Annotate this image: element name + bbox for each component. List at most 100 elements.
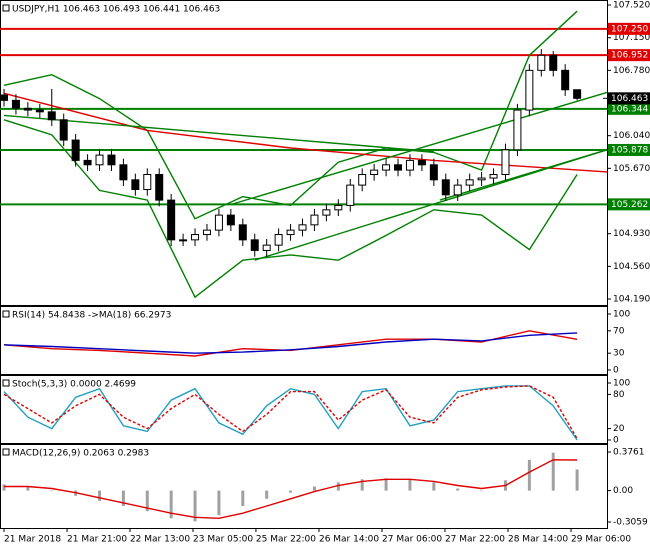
last-price-bg (608, 92, 650, 105)
candle-body (382, 164, 391, 171)
macd-bar (575, 469, 579, 491)
macd-bar (432, 482, 436, 491)
macd-bar (480, 490, 484, 492)
panel-frame (0, 306, 608, 375)
y-tick-label: 100 (613, 379, 630, 389)
title-icon (2, 4, 10, 12)
panel-frame (0, 0, 608, 306)
candle-body (262, 244, 271, 251)
y-tick-label: 104.190 (613, 295, 650, 305)
y-tick-label: 80 (613, 390, 625, 400)
level-label-bg (608, 102, 650, 115)
x-tick-label: 29 Mar 06:00 (571, 535, 631, 545)
macd-bar (551, 452, 555, 491)
candle-body (202, 229, 211, 236)
candle-body (405, 159, 414, 171)
candle-body (346, 184, 355, 206)
candle-body (274, 234, 283, 246)
level-label: 107.250 (611, 24, 648, 34)
panel-title: RSI(14) 54.8438 ->MA(18) 66.2973 (12, 311, 171, 321)
y-tick-label: 107.150 (613, 33, 650, 43)
candle-body (501, 149, 510, 176)
macd-bar (169, 490, 173, 519)
macd-bar (2, 484, 6, 491)
candle-body (226, 214, 235, 226)
candle-body (119, 164, 128, 181)
macd-bar (360, 479, 364, 491)
y-tick-label: 106.040 (613, 131, 650, 141)
candle-body (334, 204, 343, 211)
x-tick-label: 21 Mar 21:00 (67, 535, 127, 545)
candle-body (429, 164, 438, 181)
indicator-line (4, 459, 578, 520)
candle-body (549, 54, 558, 71)
y-tick-label: 0 (613, 436, 619, 446)
y-tick-label: 104.930 (613, 229, 650, 239)
candle-body (191, 234, 200, 241)
indicator-line (3, 385, 578, 441)
macd-bar (98, 490, 102, 501)
panel-frame (0, 444, 608, 529)
y-tick-label: 70 (613, 326, 625, 336)
indicator-line (439, 149, 608, 201)
indicator-line (3, 332, 578, 354)
last-price-label: 106.463 (611, 94, 648, 104)
title-icon (2, 379, 10, 387)
level-label: 105.878 (611, 145, 648, 155)
macd-bar (527, 459, 531, 491)
y-tick-label: 30 (613, 349, 625, 359)
candle-body (489, 174, 498, 179)
panel-frame (0, 375, 608, 444)
candle-body (11, 99, 20, 109)
title-icon (2, 310, 10, 318)
panel-title: USDJPY,H1 106.463 106.493 106.441 106.46… (12, 5, 220, 15)
macd-bar (408, 479, 412, 491)
indicator-line (3, 92, 608, 173)
y-tick-label: 106.780 (613, 66, 650, 76)
candle-body (537, 54, 546, 71)
level-label: 106.952 (611, 51, 648, 61)
panel-title: Stoch(5,3,3) 0.0000 2.4699 (12, 380, 136, 390)
candle-body (286, 229, 295, 236)
candle-body (250, 239, 259, 251)
macd-bar (289, 490, 293, 493)
level-label-bg (608, 143, 650, 156)
candle-body (107, 154, 116, 166)
level-label-bg (608, 49, 650, 62)
candle-body (71, 139, 80, 161)
candle-body (561, 69, 570, 91)
candle-body (322, 209, 331, 216)
candle-body (477, 177, 486, 181)
candle-body (394, 164, 403, 171)
candle-body (155, 174, 164, 201)
candle-body (465, 179, 474, 186)
y-tick-label: 104.560 (613, 262, 650, 272)
x-tick-label: 23 Mar 05:00 (193, 535, 253, 545)
y-tick-label: 0 (613, 366, 619, 376)
x-tick-label: 22 Mar 13:00 (130, 535, 190, 545)
macd-bar (193, 490, 197, 522)
candle-body (417, 159, 426, 166)
level-label: 106.344 (611, 104, 648, 114)
candle-body (513, 109, 522, 151)
macd-bar (121, 490, 125, 506)
candle-body (167, 199, 176, 241)
macd-bar (50, 490, 54, 492)
y-tick-label: 0.00 (613, 486, 633, 496)
macd-bar (384, 478, 388, 491)
candle-body (358, 174, 367, 186)
candle-body (131, 179, 140, 191)
macd-bar (26, 486, 30, 491)
y-tick-label: 20 (613, 424, 625, 434)
y-tick-label: 107.520 (613, 1, 650, 11)
indicator-line (230, 91, 608, 206)
level-label-bg (608, 22, 650, 35)
candle-body (95, 154, 104, 166)
indicator-line (3, 114, 434, 153)
indicator-line (3, 385, 578, 439)
indicator-line (254, 149, 608, 261)
y-tick-label: 100 (613, 310, 630, 320)
candle-body (83, 159, 92, 166)
candle-body (370, 169, 379, 176)
